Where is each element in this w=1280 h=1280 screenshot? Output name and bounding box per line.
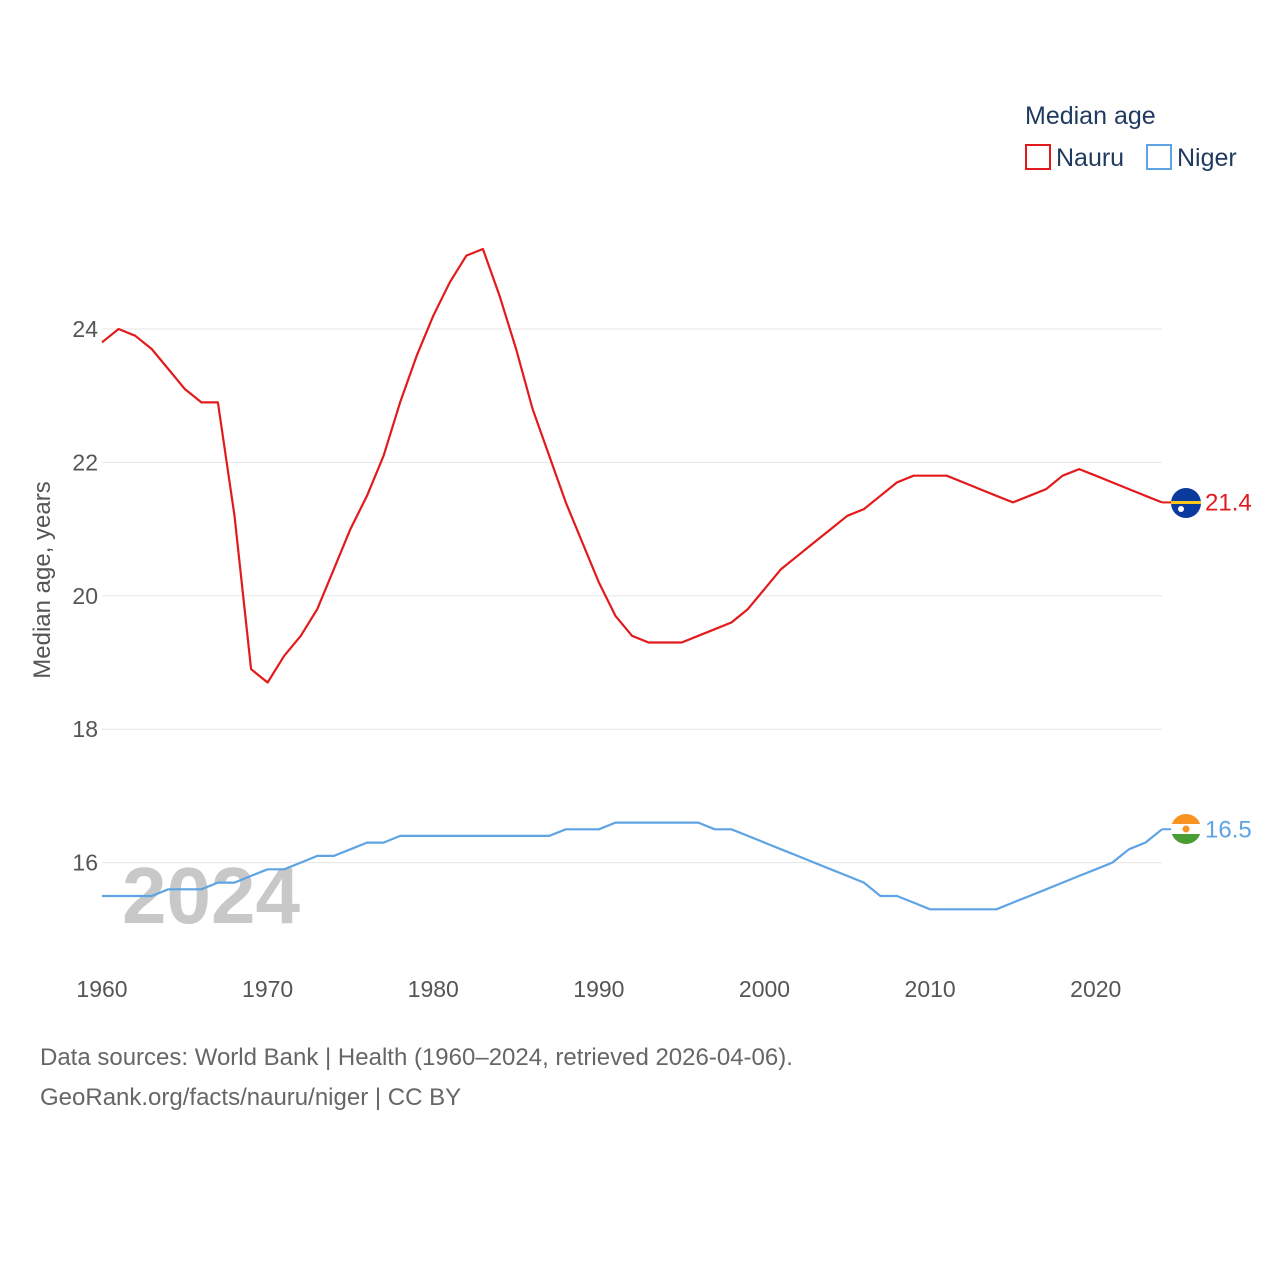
legend-label-niger[interactable]: Niger	[1177, 144, 1237, 172]
niger-flag-icon	[1171, 814, 1201, 844]
y-axis-title: Median age, years	[29, 481, 56, 678]
y-axis-ticks: 16 18 20 22 24	[72, 316, 98, 876]
legend-swatch-niger[interactable]	[1146, 144, 1172, 170]
legend: Median age Nauru Niger	[1025, 102, 1237, 172]
x-tick-label: 1980	[408, 976, 459, 1002]
legend-swatch-nauru[interactable]	[1025, 144, 1051, 170]
end-label-niger: 16.5	[1205, 816, 1252, 843]
legend-label-nauru[interactable]: Nauru	[1056, 144, 1124, 172]
y-tick-label: 20	[72, 583, 98, 609]
series-line-niger[interactable]	[102, 821, 1163, 911]
end-label-nauru: 21.4	[1205, 489, 1252, 516]
grid-lines	[102, 328, 1162, 864]
y-tick-label: 18	[72, 716, 98, 742]
x-axis-ticks: 1960 1970 1980 1990 2000 2010 2020	[76, 976, 1121, 1002]
x-tick-label: 1970	[242, 976, 293, 1002]
footer-source: Data sources: World Bank | Health (1960–…	[40, 1044, 793, 1071]
x-tick-label: 2010	[905, 976, 956, 1002]
x-tick-label: 1960	[76, 976, 127, 1002]
end-labels: 21.4 16.5	[1205, 489, 1252, 843]
x-tick-label: 1990	[573, 976, 624, 1002]
y-tick-label: 16	[72, 850, 98, 876]
x-tick-label: 2020	[1070, 976, 1121, 1002]
legend-title: Median age	[1025, 102, 1156, 130]
series-line-nauru[interactable]	[101, 247, 1163, 684]
footer-link[interactable]: GeoRank.org/facts/nauru/niger | CC BY	[40, 1084, 462, 1111]
y-tick-label: 22	[72, 449, 98, 475]
nauru-flag-icon	[1171, 488, 1201, 518]
y-tick-label: 24	[72, 316, 98, 342]
series-lines	[101, 247, 1172, 911]
x-tick-label: 2000	[739, 976, 790, 1002]
